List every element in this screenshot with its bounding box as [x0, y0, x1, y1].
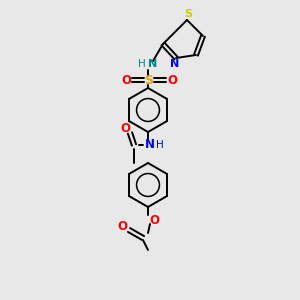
- Text: O: O: [121, 74, 131, 86]
- Text: O: O: [117, 220, 127, 233]
- Text: N: N: [148, 59, 158, 69]
- Text: O: O: [167, 74, 177, 86]
- Text: N: N: [145, 139, 155, 152]
- Text: S: S: [184, 9, 192, 19]
- Text: O: O: [120, 122, 130, 134]
- Text: H: H: [138, 59, 146, 69]
- Text: O: O: [149, 214, 159, 226]
- Text: N: N: [170, 59, 180, 69]
- Text: H: H: [156, 140, 164, 150]
- Text: S: S: [145, 74, 154, 86]
